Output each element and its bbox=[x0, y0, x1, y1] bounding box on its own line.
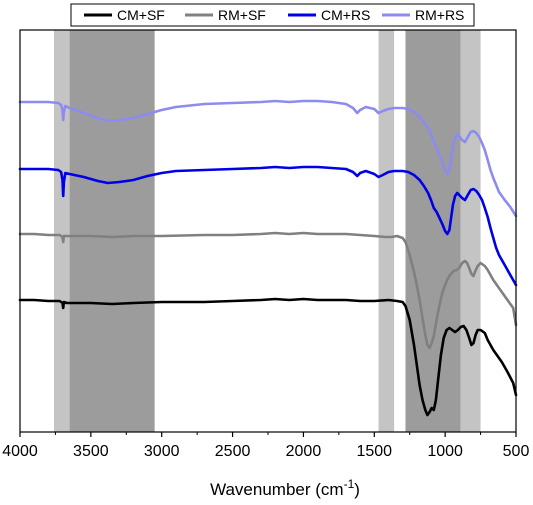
series-lines bbox=[18, 99, 518, 417]
shaded-band-dark-1 bbox=[69, 30, 155, 432]
x-tick-label-2000: 2000 bbox=[286, 443, 322, 460]
x-tick-label-500: 500 bbox=[503, 443, 530, 460]
legend: CM+SF RM+SF CM+RS RM+RS bbox=[70, 3, 475, 27]
series-line-rm-sf bbox=[18, 231, 518, 350]
legend-box bbox=[70, 3, 475, 27]
shaded-band-dark-3 bbox=[405, 30, 461, 432]
legend-label-rm-rs: RM+RS bbox=[415, 7, 464, 23]
shaded-band-light-2 bbox=[378, 30, 395, 432]
shaded-band-light-4 bbox=[460, 30, 481, 432]
x-axis-label-close: ) bbox=[354, 480, 360, 499]
x-tick-label-3500: 3500 bbox=[73, 443, 109, 460]
series-line-rm-rs bbox=[18, 99, 518, 218]
x-axis-label-superscript: -1 bbox=[344, 477, 355, 491]
x-tick-label-2500: 2500 bbox=[215, 443, 251, 460]
x-tick-label-4000: 4000 bbox=[2, 443, 38, 460]
series-line-cm-rs bbox=[18, 165, 518, 287]
series-line-cm-sf bbox=[18, 297, 518, 417]
x-tick-label-1000: 1000 bbox=[427, 443, 463, 460]
x-tick-label-1500: 1500 bbox=[356, 443, 392, 460]
legend-label-cm-rs: CM+RS bbox=[321, 7, 370, 23]
legend-label-cm-sf: CM+SF bbox=[117, 7, 165, 23]
x-axis: 4000 3500 3000 2500 2000 1500 1000 500 bbox=[2, 432, 529, 460]
shaded-bands bbox=[54, 30, 481, 432]
x-tick-label-3000: 3000 bbox=[144, 443, 180, 460]
x-axis-label: Wavenumber (cm-1) bbox=[210, 477, 360, 499]
legend-label-rm-sf: RM+SF bbox=[218, 7, 266, 23]
shaded-band-light-0 bbox=[54, 30, 70, 432]
